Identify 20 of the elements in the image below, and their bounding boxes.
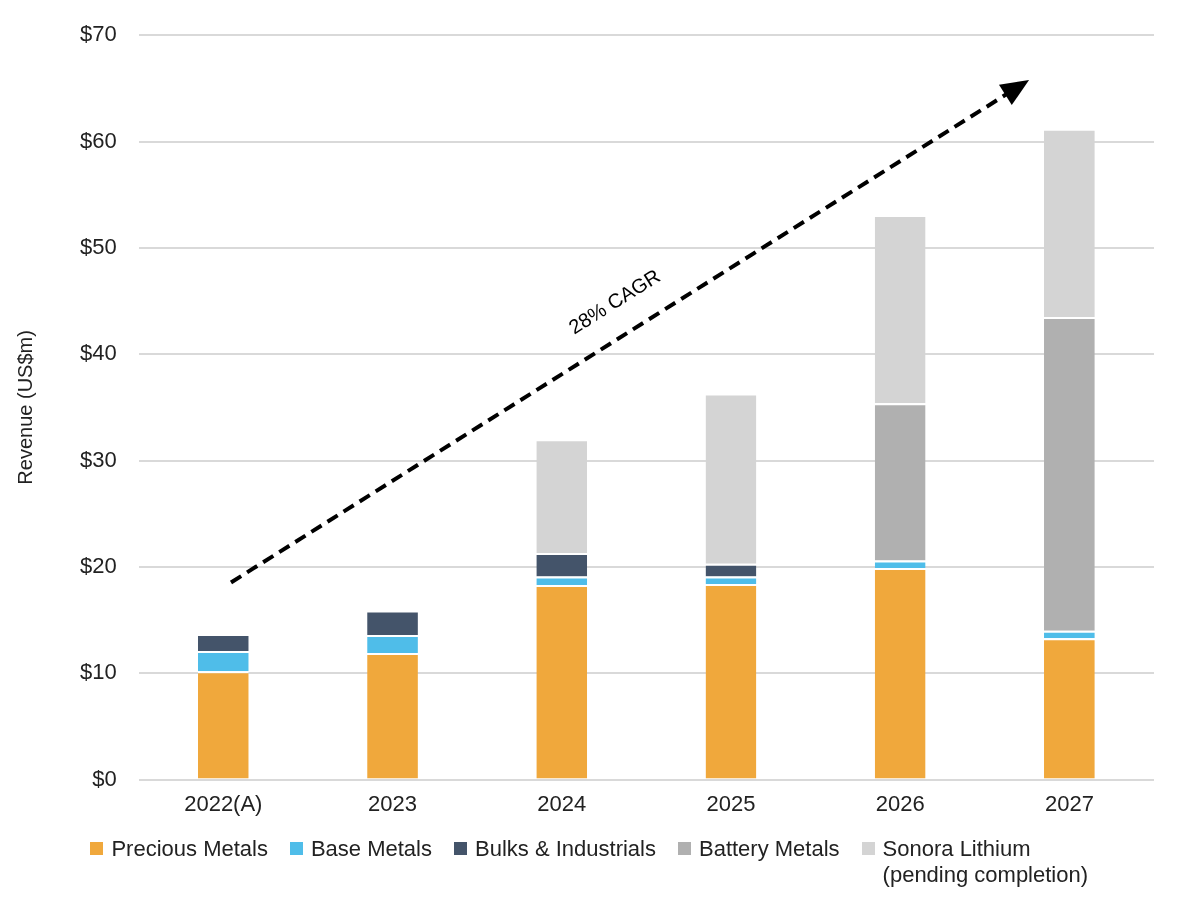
legend-label: Sonora Lithium (pending completion)	[882, 836, 1090, 888]
y-axis-title: Revenue (US$m)	[13, 330, 36, 485]
legend-label: Bulks & Industrials	[475, 836, 656, 862]
y-tick-label: $60	[79, 127, 117, 153]
y-tick-label: $70	[79, 21, 117, 47]
legend-label: Battery Metals	[698, 836, 840, 862]
y-tick-label: $30	[79, 446, 117, 472]
legend-label: Base Metals	[310, 836, 432, 862]
y-tick-label: $50	[79, 233, 117, 259]
y-tick-label: $10	[79, 659, 117, 685]
x-tick-label: 2022(A)	[184, 790, 263, 816]
x-tick-label: 2023	[368, 790, 418, 816]
x-tick-label: 2024	[537, 790, 587, 816]
y-tick-label: $0	[92, 765, 117, 791]
legend-label: Precious Metals	[111, 836, 268, 862]
x-tick-label: 2025	[706, 790, 756, 816]
y-tick-label: $40	[79, 340, 117, 366]
y-tick-label: $20	[79, 552, 117, 578]
x-tick-label: 2026	[875, 790, 925, 816]
x-tick-label: 2027	[1044, 790, 1094, 816]
